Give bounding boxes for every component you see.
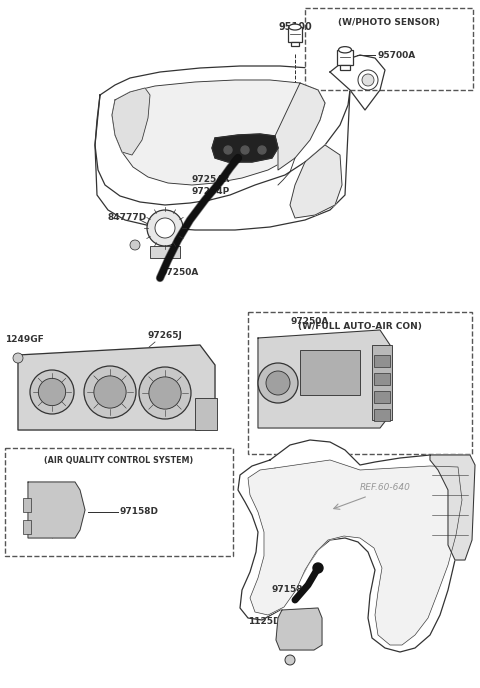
Polygon shape <box>95 66 350 205</box>
Text: (W/PHOTO SENSOR): (W/PHOTO SENSOR) <box>338 17 440 27</box>
Text: (W/FULL AUTO-AIR CON): (W/FULL AUTO-AIR CON) <box>298 321 422 330</box>
Bar <box>374 373 390 385</box>
Circle shape <box>13 353 23 363</box>
Text: REF.60-640: REF.60-640 <box>360 484 411 493</box>
Text: 1249GF: 1249GF <box>5 336 44 345</box>
Circle shape <box>149 377 181 409</box>
Ellipse shape <box>338 47 351 53</box>
Polygon shape <box>330 55 385 110</box>
Circle shape <box>285 655 295 665</box>
Circle shape <box>30 370 74 414</box>
Text: 97265J: 97265J <box>148 330 183 339</box>
Polygon shape <box>212 134 278 162</box>
Bar <box>374 355 390 367</box>
Circle shape <box>313 563 323 573</box>
Text: 97158: 97158 <box>272 585 303 594</box>
Polygon shape <box>248 460 462 645</box>
Bar <box>374 409 390 421</box>
Bar <box>23 520 31 534</box>
Text: 97254P: 97254P <box>192 186 230 195</box>
Circle shape <box>266 371 290 395</box>
Text: 95100: 95100 <box>278 22 312 32</box>
Circle shape <box>147 210 183 246</box>
Bar <box>5 448 233 556</box>
Circle shape <box>258 363 298 403</box>
Circle shape <box>241 146 249 154</box>
Polygon shape <box>112 80 325 185</box>
Polygon shape <box>430 455 475 560</box>
Polygon shape <box>112 88 150 155</box>
Bar <box>23 498 31 512</box>
Circle shape <box>139 367 191 419</box>
Text: 84777D: 84777D <box>108 213 147 222</box>
Polygon shape <box>290 145 342 218</box>
Ellipse shape <box>289 24 301 30</box>
Polygon shape <box>258 330 390 428</box>
Bar <box>337 50 353 65</box>
Bar <box>291 42 300 46</box>
Text: 1125DB: 1125DB <box>248 618 288 627</box>
Text: 97250A: 97250A <box>161 268 199 277</box>
Bar <box>195 398 217 430</box>
Bar <box>288 27 302 42</box>
Circle shape <box>130 240 140 250</box>
Circle shape <box>38 378 66 406</box>
Bar <box>300 350 360 395</box>
Circle shape <box>362 74 374 86</box>
Bar <box>305 8 473 90</box>
Bar <box>340 65 349 69</box>
Text: (AIR QUALITY CONTROL SYSTEM): (AIR QUALITY CONTROL SYSTEM) <box>44 457 193 466</box>
Text: 97254R: 97254R <box>192 175 230 184</box>
Circle shape <box>84 366 136 418</box>
Circle shape <box>224 146 232 154</box>
Circle shape <box>155 218 175 238</box>
Polygon shape <box>275 83 325 170</box>
Text: 95700A: 95700A <box>377 50 415 59</box>
Circle shape <box>358 70 378 90</box>
Bar <box>374 391 390 403</box>
Bar <box>248 312 472 454</box>
Polygon shape <box>28 482 85 538</box>
Polygon shape <box>276 608 322 650</box>
Circle shape <box>94 376 126 408</box>
Polygon shape <box>18 345 215 430</box>
Circle shape <box>258 146 266 154</box>
Bar <box>372 345 392 420</box>
Bar <box>150 246 180 258</box>
Polygon shape <box>238 440 470 652</box>
Text: 97250A: 97250A <box>291 317 329 326</box>
Text: 97158D: 97158D <box>120 508 159 517</box>
